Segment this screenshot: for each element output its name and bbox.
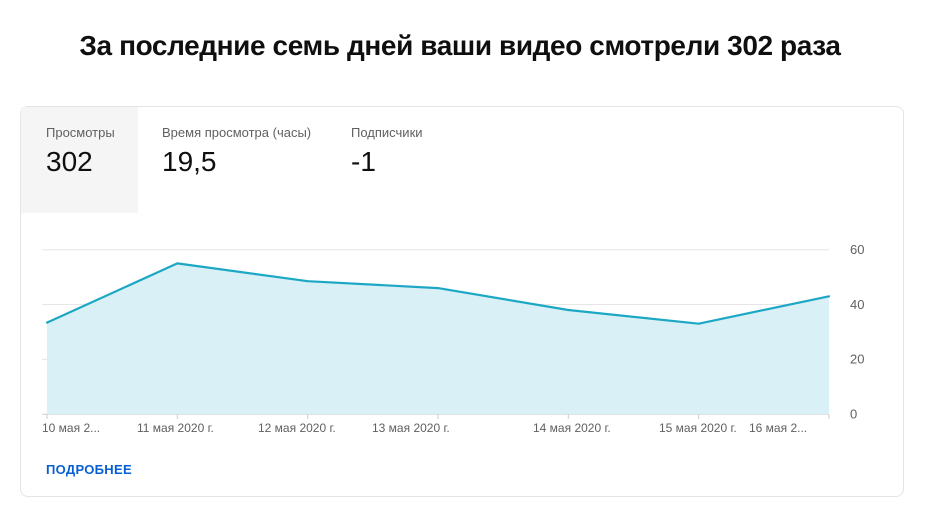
svg-text:0: 0 [850, 407, 857, 422]
svg-text:13 мая 2020 г.: 13 мая 2020 г. [372, 421, 450, 435]
svg-text:60: 60 [850, 242, 864, 257]
svg-text:10 мая 2...: 10 мая 2... [42, 421, 100, 435]
svg-text:14 мая 2020 г.: 14 мая 2020 г. [533, 421, 611, 435]
svg-text:15 мая 2020 г.: 15 мая 2020 г. [659, 421, 737, 435]
svg-text:16 мая 2...: 16 мая 2... [749, 421, 807, 435]
svg-text:40: 40 [850, 297, 864, 312]
svg-text:11 мая 2020 г.: 11 мая 2020 г. [137, 421, 214, 435]
svg-text:20: 20 [850, 352, 864, 367]
svg-text:12 мая 2020 г.: 12 мая 2020 г. [258, 421, 336, 435]
